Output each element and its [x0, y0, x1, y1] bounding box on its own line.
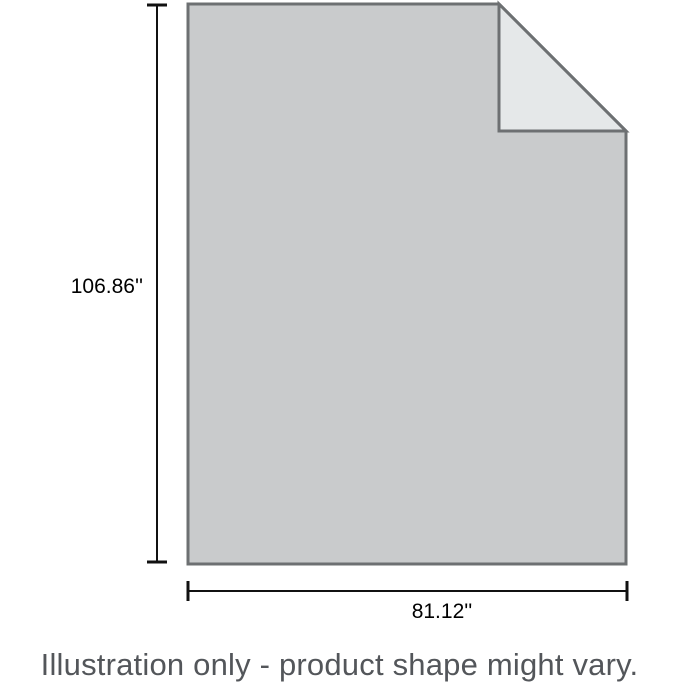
height-dimension-label: 106.86'' — [70, 275, 143, 298]
folded-corner-shape — [497, 0, 630, 133]
illustration-disclaimer-caption: Illustration only - product shape might … — [40, 647, 639, 682]
product-body-shape — [186, 2, 628, 566]
width-dimension-label: 81.12'' — [411, 600, 473, 623]
